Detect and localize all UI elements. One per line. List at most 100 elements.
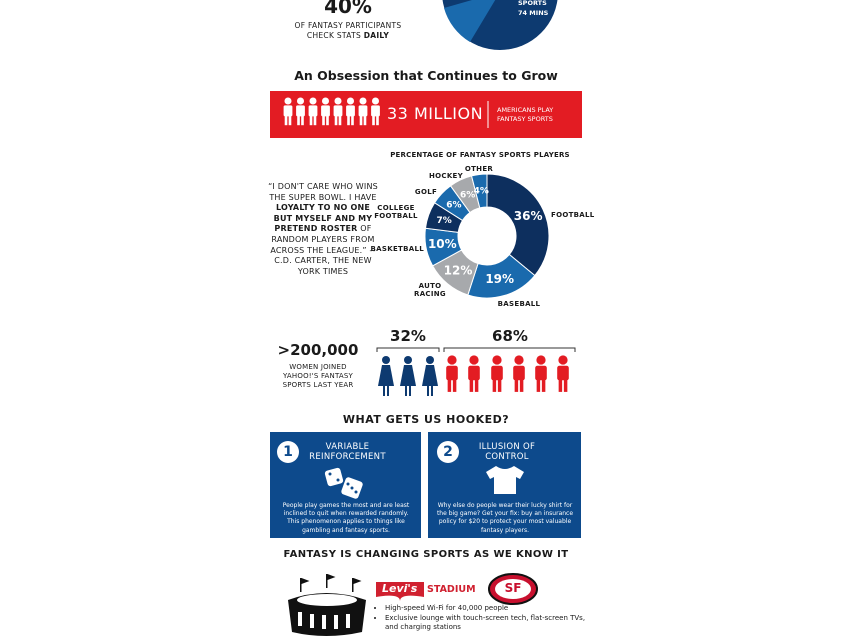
value-label: 36% [514, 209, 543, 223]
stat-percent: 40% [324, 0, 372, 18]
person-head [284, 97, 292, 105]
person-leg [334, 115, 338, 126]
person-body [346, 105, 355, 117]
women-share: 32% [390, 327, 426, 345]
person-head [321, 97, 330, 105]
person-body [308, 105, 318, 117]
category-label: HOCKEY [428, 172, 464, 180]
person-leg [492, 378, 497, 392]
person-leg [447, 378, 452, 392]
donut-chart: 36%19%12%10%7%6%6%4% [424, 173, 550, 299]
category-label: FOOTBALL [551, 211, 595, 219]
category-label: AUTO RACING [414, 282, 446, 298]
person-body [371, 105, 380, 117]
person-body [513, 365, 525, 381]
woman-head [382, 356, 390, 364]
value-label: 7% [437, 216, 452, 226]
value-label: 10% [428, 237, 457, 251]
top-pie-wedge [444, 0, 496, 42]
person-leg [309, 115, 313, 126]
stadium-icon [288, 574, 366, 636]
person-leg [347, 115, 350, 126]
person-body [333, 105, 343, 117]
person-leg [322, 115, 325, 126]
box-number: 2 [443, 444, 453, 460]
quote-attribution: --C.D. CARTER, THE NEW YORK TIMES [274, 245, 376, 276]
shirt-icon [486, 466, 524, 494]
category-label: COLLEGE FOOTBALL [374, 204, 418, 220]
quote-bold: LOYALTY TO NO ONE BUT MYSELF AND MY PRET… [273, 203, 373, 234]
person-leg [301, 115, 304, 126]
person-leg [376, 115, 379, 126]
person-body [468, 365, 480, 381]
box-title: ILLUSION OF CONTROL [478, 442, 536, 462]
woman-leg [383, 386, 385, 396]
bullet: Exclusive lounge with touch-screen tech,… [385, 614, 590, 633]
donut-slice [470, 173, 488, 209]
person-body [557, 365, 569, 381]
quote-text: “I DON'T CARE WHO WINS THE SUPER BOWL. I… [268, 182, 378, 202]
category-label: GOLF [414, 188, 438, 196]
person-leg [351, 115, 354, 126]
banner-number: 33 MILLION [387, 104, 484, 123]
person-body [446, 365, 458, 381]
person-head [469, 355, 479, 365]
value-label: 6% [460, 190, 475, 200]
bracket [443, 347, 576, 352]
stat-line: OF FANTASY PARTICIPANTS [294, 21, 402, 30]
women-number: >200,000 [277, 341, 359, 359]
value-label: 12% [444, 264, 473, 278]
person-leg [497, 378, 502, 392]
person-body [535, 365, 547, 381]
women-caption: WOMEN JOINED YAHOO!'S FANTASY SPORTS LAS… [282, 363, 354, 389]
woman-leg [431, 386, 433, 396]
woman-head [404, 356, 412, 364]
woman-dress [378, 365, 394, 386]
person-leg [297, 115, 300, 126]
person-head [309, 97, 317, 105]
person-leg [469, 378, 474, 392]
person-head [334, 97, 342, 105]
person-leg [363, 115, 367, 126]
banner-caption: AMERICANS PLAY FANTASY SPORTS [497, 106, 554, 123]
person-leg [359, 115, 363, 126]
person-head [346, 97, 355, 105]
person-head [296, 97, 305, 105]
chart-title: PERCENTAGE OF FANTASY SPORTS PLAYERS [390, 151, 570, 159]
person-head [558, 355, 568, 365]
bracket [376, 347, 440, 352]
box-number: 1 [283, 444, 293, 460]
logo-stadium: STADIUM [427, 584, 476, 595]
stat-text: CHECK STATS [306, 31, 362, 40]
value-label: 19% [485, 272, 514, 286]
pie-value-text: 74 MINS [518, 9, 549, 17]
levis-logo [376, 582, 424, 601]
person-leg [313, 115, 317, 126]
bullet: High-speed Wi-Fi for 40,000 people [385, 604, 590, 614]
woman-leg [387, 386, 389, 396]
dice-icon [324, 467, 363, 499]
quote-text: OF RANDOM PLAYERS FROM ACROSS THE LEAGUE… [270, 224, 375, 255]
section-heading: FANTASY IS CHANGING SPORTS AS WE KNOW IT [283, 549, 569, 560]
person-body [283, 105, 293, 117]
person-leg [288, 115, 292, 126]
woman-leg [409, 386, 411, 396]
person-head [492, 355, 502, 365]
stat-bold: DAILY [363, 31, 390, 40]
person-leg [558, 378, 563, 392]
person-leg [338, 115, 342, 126]
team-logo-inner [495, 579, 531, 599]
section-heading: An Obsession that Continues to Grow [294, 68, 558, 83]
person-leg [563, 378, 568, 392]
box-text: Why else do people wear their lucky shir… [436, 502, 574, 534]
person-head [447, 355, 457, 365]
bullet-list: High-speed Wi-Fi for 40,000 people Exclu… [374, 604, 590, 633]
person-head [359, 97, 367, 105]
person-leg [474, 378, 479, 392]
team-logo-text: SF [504, 581, 522, 595]
box-text: People play games the most and are least… [282, 502, 410, 534]
person-body [358, 105, 368, 117]
person-leg [452, 378, 457, 392]
